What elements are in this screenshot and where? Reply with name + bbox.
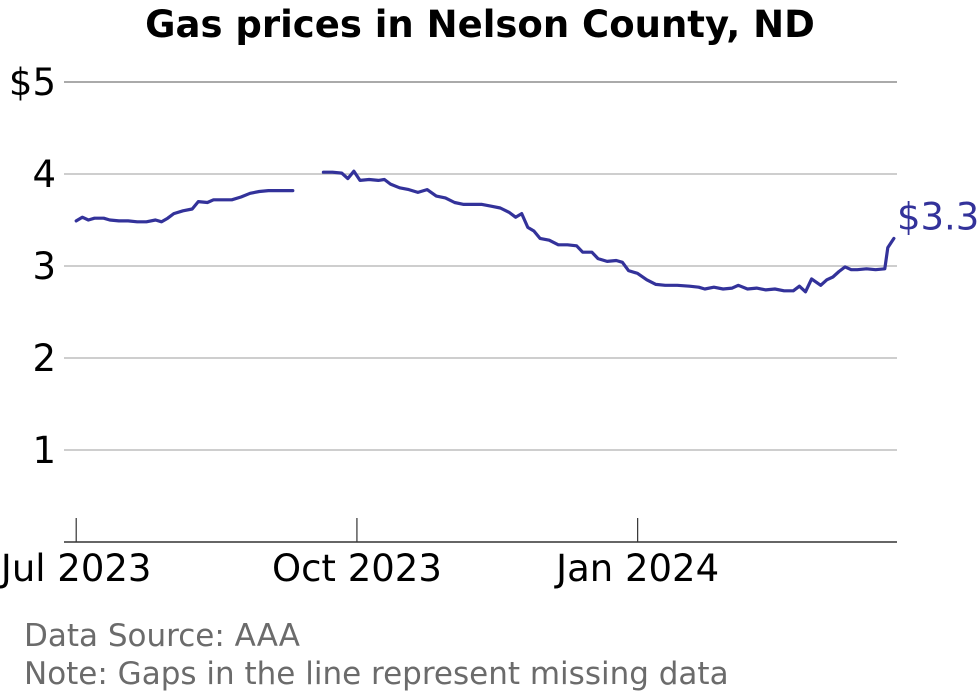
y-tick-label: 1 (32, 429, 56, 472)
y-tick-label: 4 (32, 153, 56, 196)
gaps-note: Note: Gaps in the line represent missing… (24, 656, 729, 692)
series-line-segment (74, 189, 295, 224)
y-tick-label: 3 (32, 245, 56, 288)
y-tick-label: 2 (32, 337, 56, 380)
chart-title: Gas prices in Nelson County, ND (145, 3, 815, 46)
series-line-segment (321, 169, 896, 294)
x-tick-label: Jan 2024 (554, 547, 719, 590)
y-tick-label: $5 (9, 61, 56, 104)
gridlines (64, 81, 897, 451)
y-axis-ticks: 1 2 3 4 $5 (9, 61, 56, 472)
x-tick-label: Jul 2023 (0, 547, 151, 590)
end-value-label: $3.30 (897, 195, 980, 238)
x-tick-label: Oct 2023 (272, 547, 442, 590)
data-source-note: Data Source: AAA (24, 618, 300, 654)
x-axis-ticks: Jul 2023 Oct 2023 Jan 2024 (0, 518, 719, 590)
price-series (74, 169, 896, 294)
